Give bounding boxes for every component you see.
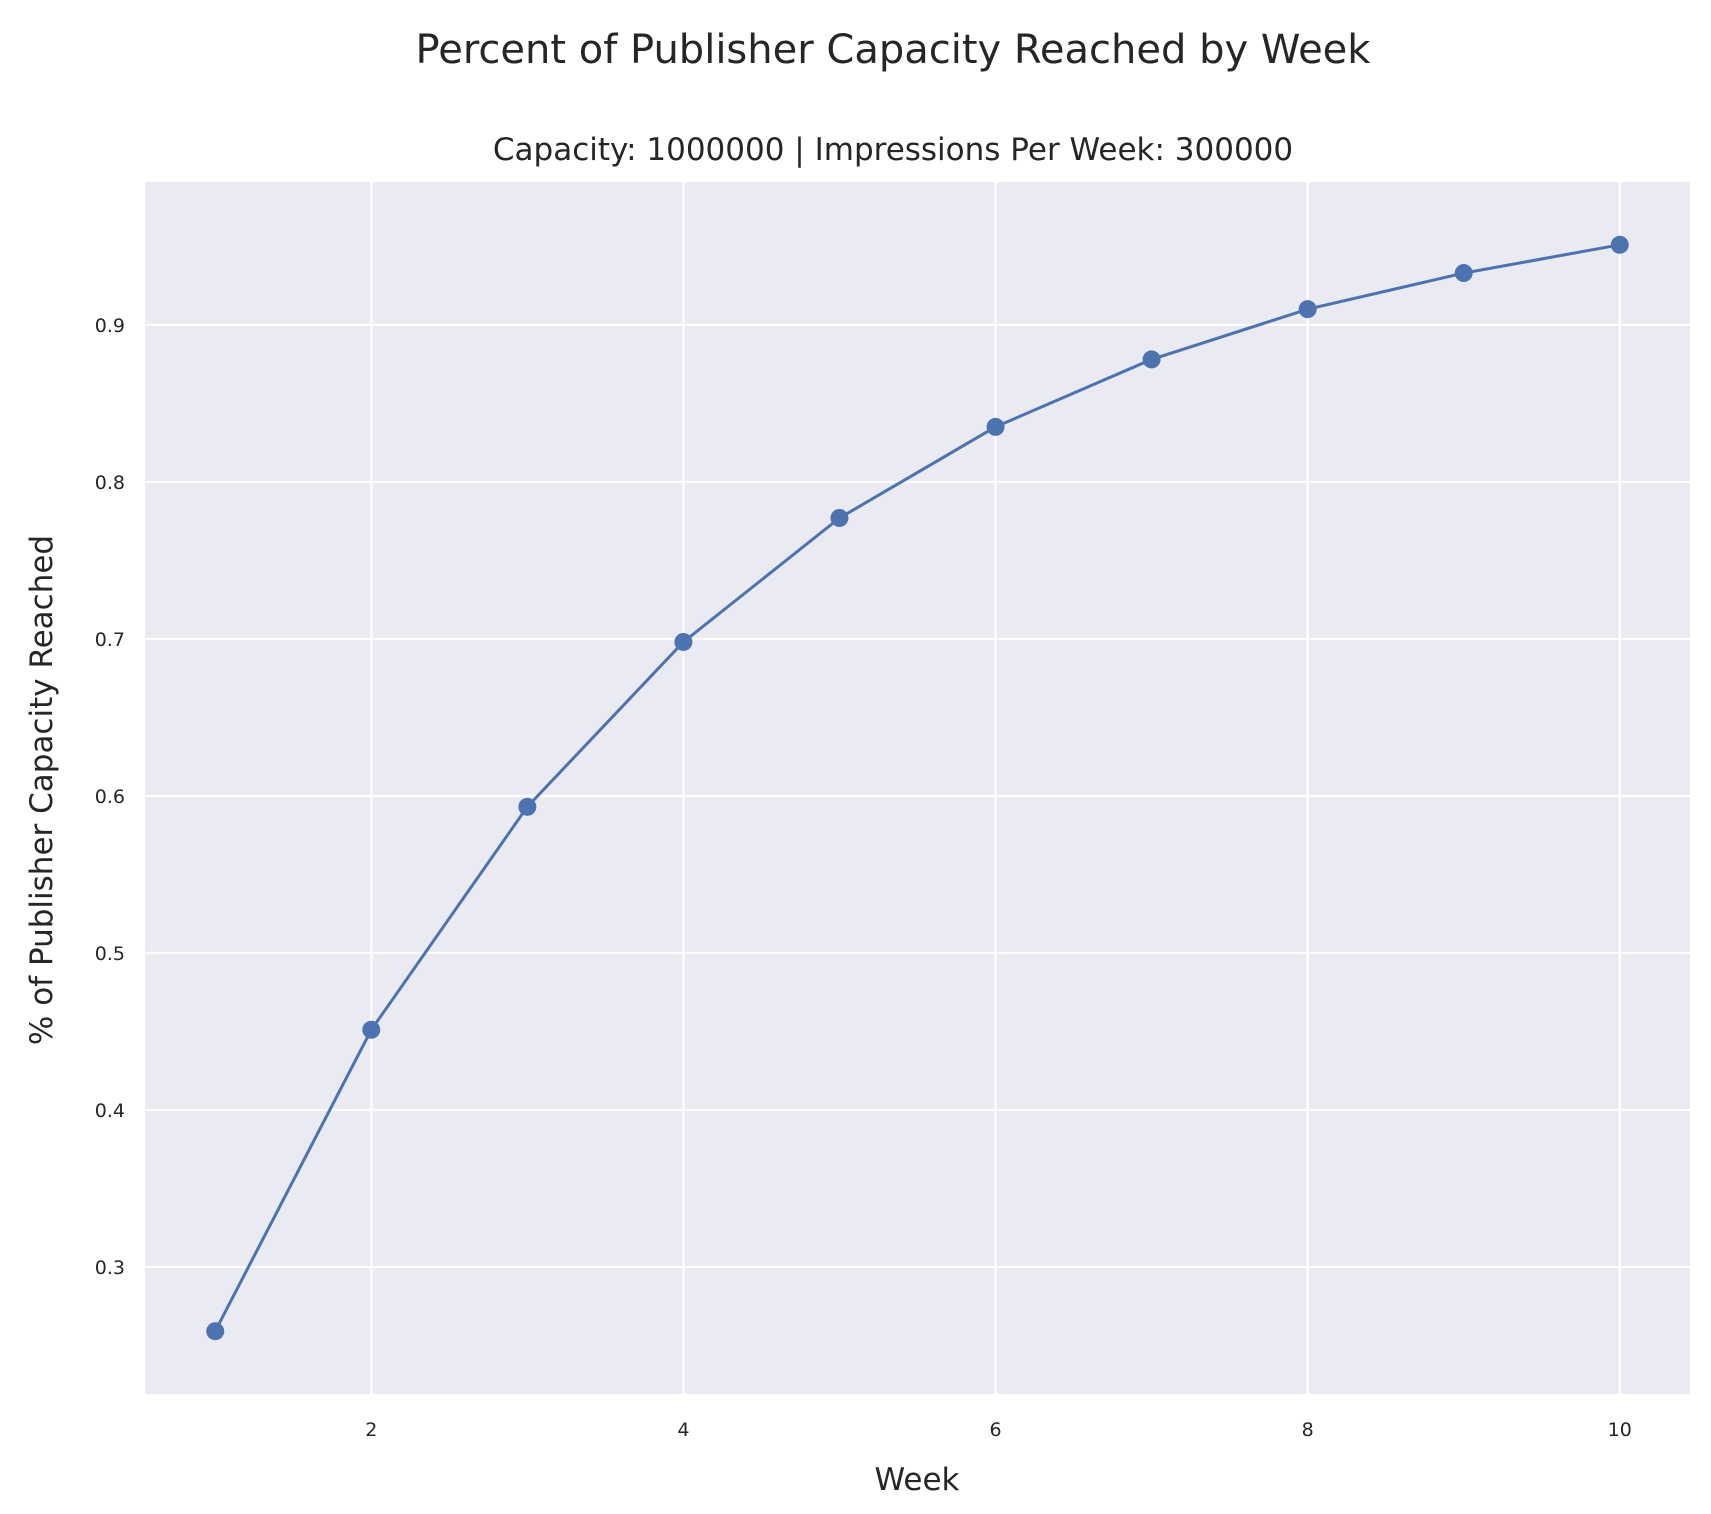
y-tick-label: 0.9	[95, 315, 125, 337]
data-point	[1454, 264, 1473, 283]
chart-suptitle: Percent of Publisher Capacity Reached by…	[416, 27, 1372, 73]
series-line	[213, 243, 1621, 1332]
y-tick-label: 0.6	[95, 786, 125, 808]
data-point	[1142, 350, 1161, 369]
y-tick-labels: 0.3 0.4 0.5 0.6 0.7 0.8 0.9	[95, 315, 125, 1279]
x-tick-labels: 2 4 6 8 10	[365, 1419, 1632, 1441]
y-tick-label: 0.3	[95, 1257, 125, 1279]
series-points	[206, 235, 1629, 1341]
data-point	[830, 508, 849, 527]
y-tick-label: 0.8	[95, 472, 125, 494]
x-axis-label: Week	[875, 1462, 960, 1498]
y-axis-label: % of Publisher Capacity Reached	[24, 535, 60, 1045]
y-tick-label: 0.4	[95, 1100, 125, 1122]
y-tick-label: 0.7	[95, 629, 125, 651]
plot-area	[145, 182, 1690, 1394]
data-point	[518, 797, 537, 816]
grid-lines	[145, 182, 1690, 1394]
x-tick-label: 2	[365, 1419, 377, 1441]
x-tick-label: 10	[1608, 1419, 1632, 1441]
chart-subtitle: Capacity: 1000000 | Impressions Per Week…	[493, 132, 1293, 168]
x-tick-label: 6	[989, 1419, 1001, 1441]
x-tick-label: 8	[1302, 1419, 1314, 1441]
data-point	[986, 417, 1005, 436]
data-point	[362, 1020, 381, 1039]
data-point	[206, 1322, 225, 1341]
y-tick-label: 0.5	[95, 943, 125, 965]
data-point	[1610, 235, 1629, 254]
x-tick-label: 4	[677, 1419, 689, 1441]
data-point	[674, 632, 693, 651]
data-point	[1298, 300, 1317, 319]
